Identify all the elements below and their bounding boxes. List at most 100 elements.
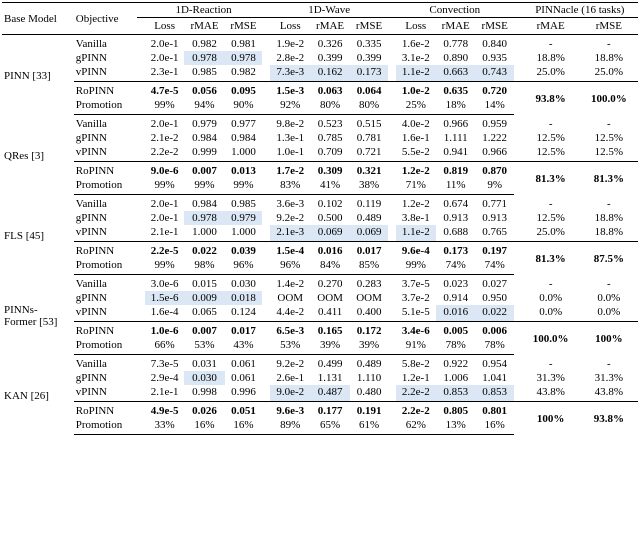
data-cell: 43% (225, 338, 263, 355)
data-cell: 1.3e-1 (270, 131, 310, 145)
data-cell: 1.9e-2 (270, 35, 310, 52)
data-cell: 0.039 (225, 242, 263, 259)
data-cell: 9.0e-2 (270, 385, 310, 402)
data-cell: 0.051 (225, 402, 263, 419)
data-cell: 1.0e-1 (270, 145, 310, 162)
data-cell: 99% (396, 258, 436, 275)
data-cell: 0.935 (476, 51, 514, 65)
data-cell: 3.8e-1 (396, 211, 436, 225)
data-cell: 16% (184, 418, 224, 435)
data-cell: 62% (396, 418, 436, 435)
data-cell: 0.771 (476, 195, 514, 212)
data-cell: 0.781 (350, 131, 388, 145)
subcol: Loss (396, 18, 436, 35)
data-cell: 12.5% (522, 145, 580, 162)
data-cell: 0.173 (350, 65, 388, 82)
data-cell: 96% (270, 258, 310, 275)
group-pinnacle: PINNacle (16 tasks) (522, 3, 638, 18)
data-cell: 0.941 (436, 145, 476, 162)
data-cell: 0.069 (350, 225, 388, 242)
data-cell: 0.270 (310, 275, 350, 292)
data-cell: 0.005 (436, 322, 476, 339)
data-cell: 1.110 (350, 371, 388, 385)
data-cell: 2.0e-1 (145, 51, 185, 65)
data-cell: 100.0% (522, 322, 580, 355)
subcol: rMSE (225, 18, 263, 35)
base-model-cell: PINN [33] (2, 35, 74, 115)
data-cell: 0.996 (225, 385, 263, 402)
objective-cell: vPINN (74, 145, 137, 162)
data-cell: 14% (476, 98, 514, 115)
subcol: Loss (145, 18, 185, 35)
objective-cell: RoPINN (74, 242, 137, 259)
data-cell: 0.119 (350, 195, 388, 212)
data-cell: 99% (145, 98, 185, 115)
objective-cell: gPINN (74, 51, 137, 65)
data-cell: 31.3% (522, 371, 580, 385)
data-cell: 0.765 (476, 225, 514, 242)
data-cell: 74% (436, 258, 476, 275)
data-cell: 0.801 (476, 402, 514, 419)
data-cell: 0.978 (184, 51, 224, 65)
data-cell: 1.1e-2 (396, 225, 436, 242)
data-cell: 1.5e-6 (145, 291, 185, 305)
data-cell: 2.1e-2 (145, 131, 185, 145)
subcol: rMAE (436, 18, 476, 35)
data-cell: 92% (270, 98, 310, 115)
data-cell: - (522, 35, 580, 52)
data-cell: 1.6e-2 (396, 35, 436, 52)
data-cell: 0.720 (476, 82, 514, 99)
objective-cell: Vanilla (74, 115, 137, 132)
data-cell: 3.0e-6 (145, 275, 185, 292)
data-cell: 80% (310, 98, 350, 115)
data-cell: 18.8% (522, 51, 580, 65)
data-cell: 25.0% (522, 65, 580, 82)
data-cell: 96% (225, 258, 263, 275)
data-cell: - (522, 195, 580, 212)
data-cell: 0.500 (310, 211, 350, 225)
data-cell: 1.131 (310, 371, 350, 385)
data-cell: 2.2e-2 (396, 402, 436, 419)
data-cell: 1.6e-4 (145, 305, 185, 322)
objective-cell: Vanilla (74, 35, 137, 52)
data-cell: 99% (225, 178, 263, 195)
data-cell: 99% (145, 178, 185, 195)
data-cell: - (580, 35, 638, 52)
data-cell: 0.709 (310, 145, 350, 162)
data-cell: 0.853 (436, 385, 476, 402)
data-cell: 83% (270, 178, 310, 195)
base-model-cell: QRes [3] (2, 115, 74, 195)
data-cell: 0.982 (225, 65, 263, 82)
data-cell: 0.018 (225, 291, 263, 305)
data-cell: 3.6e-3 (270, 195, 310, 212)
data-cell: 39% (350, 338, 388, 355)
objective-cell: RoPINN (74, 162, 137, 179)
data-cell: 0.009 (184, 291, 224, 305)
data-cell: 12.5% (580, 145, 638, 162)
data-cell: 0.023 (436, 275, 476, 292)
data-cell: 74% (476, 258, 514, 275)
data-cell: 0.400 (350, 305, 388, 322)
data-cell: 0.489 (350, 355, 388, 372)
data-cell: 0.979 (184, 115, 224, 132)
data-cell: 2.0e-1 (145, 35, 185, 52)
base-model-cell: KAN [26] (2, 355, 74, 435)
data-cell: 0.326 (310, 35, 350, 52)
data-cell: 5.8e-2 (396, 355, 436, 372)
data-cell: 0.399 (310, 51, 350, 65)
data-cell: 0.065 (184, 305, 224, 322)
data-cell: 25% (396, 98, 436, 115)
data-cell: 80% (350, 98, 388, 115)
data-cell: 0.022 (476, 305, 514, 322)
data-cell: 2.0e-1 (145, 195, 185, 212)
data-cell: - (580, 195, 638, 212)
data-cell: 0.985 (225, 195, 263, 212)
data-cell: 4.4e-2 (270, 305, 310, 322)
data-cell: 0.978 (184, 211, 224, 225)
objective-cell: Promotion (74, 418, 137, 435)
data-cell: OOM (270, 291, 310, 305)
data-cell: 0.999 (184, 145, 224, 162)
data-cell: 0.022 (184, 242, 224, 259)
data-cell: 1.2e-1 (396, 371, 436, 385)
data-cell: 0.095 (225, 82, 263, 99)
